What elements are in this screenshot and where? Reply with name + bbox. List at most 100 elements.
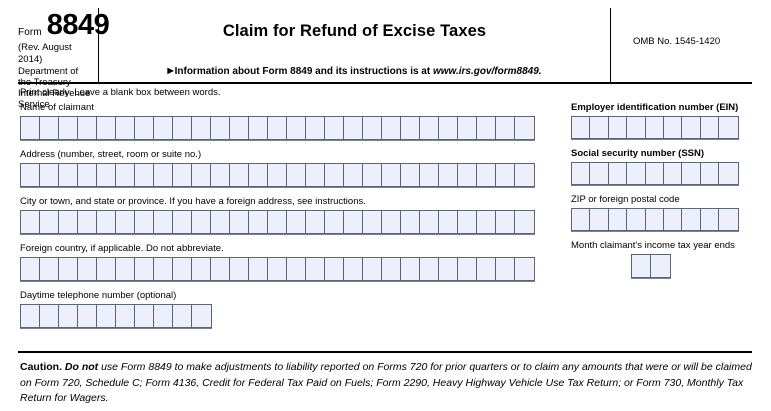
character-box[interactable] — [116, 164, 135, 186]
character-box[interactable] — [458, 164, 477, 186]
character-box[interactable] — [682, 163, 701, 184]
character-box[interactable] — [719, 163, 738, 184]
character-box[interactable] — [116, 305, 135, 327]
character-box[interactable] — [154, 164, 173, 186]
character-box[interactable] — [230, 117, 249, 139]
character-box[interactable] — [97, 211, 116, 233]
character-box[interactable] — [382, 211, 401, 233]
character-box[interactable] — [627, 163, 646, 184]
character-box[interactable] — [21, 117, 40, 139]
character-box[interactable] — [268, 117, 287, 139]
character-box[interactable] — [135, 305, 154, 327]
character-box[interactable] — [21, 258, 40, 280]
character-box[interactable] — [645, 117, 664, 138]
character-box[interactable] — [420, 164, 439, 186]
character-box[interactable] — [363, 117, 382, 139]
character-box[interactable] — [515, 258, 534, 280]
character-box[interactable] — [135, 117, 154, 139]
character-box[interactable] — [663, 163, 683, 184]
character-box[interactable] — [325, 117, 344, 139]
character-box[interactable] — [572, 163, 591, 184]
character-box[interactable] — [97, 117, 116, 139]
character-box[interactable] — [572, 117, 591, 138]
character-box[interactable] — [59, 211, 78, 233]
left-field-boxes-address-number-street-room-or-suite-no[interactable] — [20, 163, 535, 187]
character-box[interactable] — [590, 163, 609, 184]
character-box[interactable] — [192, 258, 211, 280]
character-box[interactable] — [211, 258, 230, 280]
character-box[interactable] — [382, 164, 401, 186]
character-box[interactable] — [363, 164, 382, 186]
character-box[interactable] — [439, 117, 458, 139]
character-box[interactable] — [700, 163, 720, 184]
character-box[interactable] — [97, 305, 116, 327]
character-box[interactable] — [154, 211, 173, 233]
right-field-boxes-social-security-number-ssn[interactable] — [571, 162, 739, 185]
character-box[interactable] — [192, 117, 211, 139]
character-box[interactable] — [645, 163, 664, 184]
character-box[interactable] — [572, 209, 591, 230]
character-box[interactable] — [230, 164, 249, 186]
character-box[interactable] — [627, 209, 646, 230]
character-box[interactable] — [192, 164, 211, 186]
character-box[interactable] — [645, 209, 664, 230]
character-box[interactable] — [420, 117, 439, 139]
character-box[interactable] — [401, 258, 420, 280]
character-box[interactable] — [401, 164, 420, 186]
character-box[interactable] — [719, 117, 738, 138]
character-box[interactable] — [344, 117, 363, 139]
character-box[interactable] — [608, 209, 628, 230]
character-box[interactable] — [515, 117, 534, 139]
left-field-boxes-daytime-telephone-number-optional[interactable] — [20, 304, 212, 328]
character-box[interactable] — [363, 211, 382, 233]
character-box[interactable] — [97, 164, 116, 186]
character-box[interactable] — [78, 258, 97, 280]
character-box[interactable] — [154, 305, 173, 327]
character-box[interactable] — [249, 258, 268, 280]
character-box[interactable] — [40, 117, 59, 139]
character-box[interactable] — [496, 164, 515, 186]
character-box[interactable] — [306, 164, 325, 186]
character-box[interactable] — [135, 211, 154, 233]
character-box[interactable] — [154, 258, 173, 280]
character-box[interactable] — [173, 211, 192, 233]
character-box[interactable] — [401, 117, 420, 139]
character-box[interactable] — [608, 117, 628, 138]
character-box[interactable] — [496, 258, 515, 280]
right-field-boxes-employer-identification-number-ein[interactable] — [571, 116, 739, 139]
character-box[interactable] — [287, 164, 306, 186]
character-box[interactable] — [682, 209, 701, 230]
character-box[interactable] — [608, 163, 628, 184]
character-box[interactable] — [230, 211, 249, 233]
character-box[interactable] — [59, 305, 78, 327]
character-box[interactable] — [40, 305, 59, 327]
character-box[interactable] — [40, 164, 59, 186]
character-box[interactable] — [21, 164, 40, 186]
character-box[interactable] — [663, 117, 683, 138]
character-box[interactable] — [515, 164, 534, 186]
character-box[interactable] — [59, 258, 78, 280]
left-field-boxes-name-of-claimant[interactable] — [20, 116, 535, 140]
left-field-boxes-city-or-town-and-state-or-province-if-you-ha[interactable] — [20, 210, 535, 234]
character-box[interactable] — [363, 258, 382, 280]
character-box[interactable] — [344, 258, 363, 280]
character-box[interactable] — [325, 164, 344, 186]
character-box[interactable] — [40, 211, 59, 233]
character-box[interactable] — [211, 211, 230, 233]
character-box[interactable] — [116, 117, 135, 139]
character-box[interactable] — [21, 211, 40, 233]
character-box[interactable] — [306, 117, 325, 139]
character-box[interactable] — [249, 211, 268, 233]
character-box[interactable] — [515, 211, 534, 233]
character-box[interactable] — [249, 117, 268, 139]
character-box[interactable] — [420, 211, 439, 233]
character-box[interactable] — [78, 211, 97, 233]
character-box[interactable] — [344, 164, 363, 186]
character-box[interactable] — [458, 258, 477, 280]
character-box[interactable] — [306, 211, 325, 233]
character-box[interactable] — [700, 209, 720, 230]
irs-website-link[interactable]: www.irs.gov/form8849. — [432, 66, 542, 77]
character-box[interactable] — [78, 164, 97, 186]
character-box[interactable] — [700, 117, 720, 138]
character-box[interactable] — [154, 117, 173, 139]
